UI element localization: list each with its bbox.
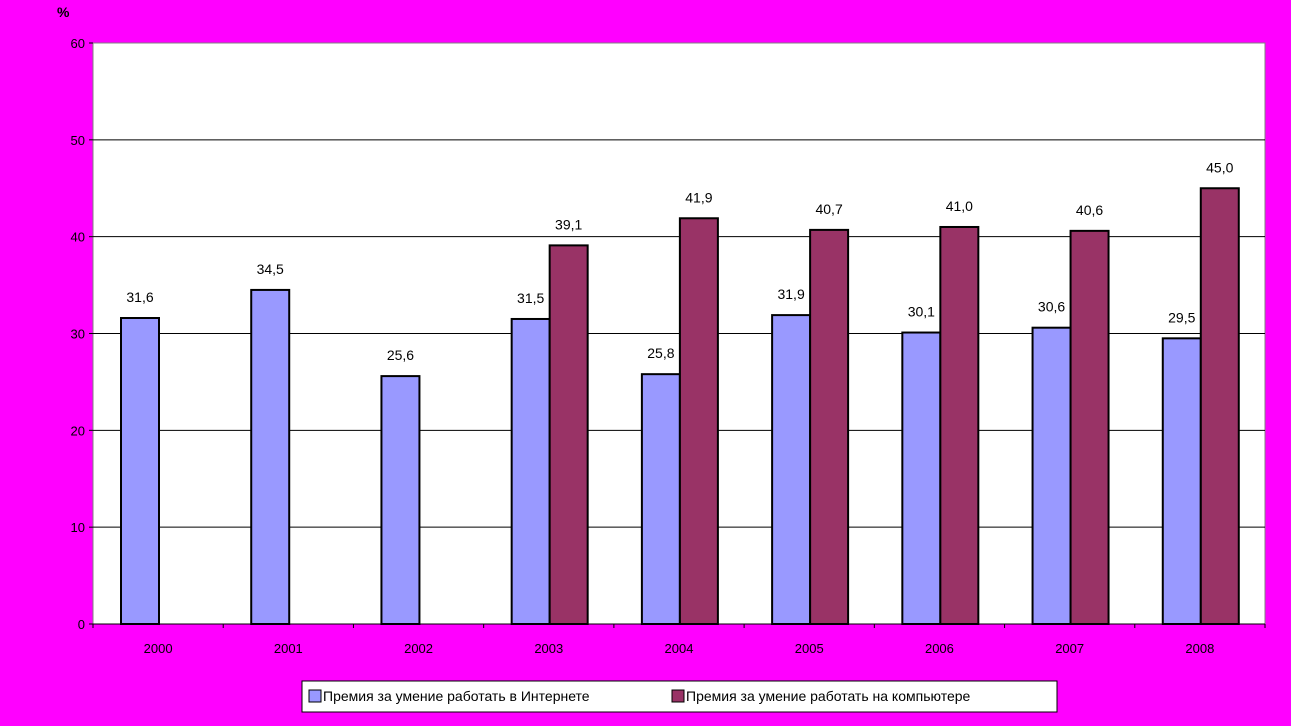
bar-series-1: [939, 225, 980, 625]
bar-series-0: [1161, 337, 1202, 625]
x-tick-label: 2007: [1055, 641, 1084, 656]
y-axis-unit-label: %: [57, 4, 70, 20]
x-tick-label: 2005: [795, 641, 824, 656]
data-labels: 31,6 34,5 25,6 31,5 25,8 31,9 30,1 30,6 29,5 39,1…: [126, 159, 1233, 363]
data-label: 25,6: [387, 347, 414, 363]
x-tick-label: 2008: [1185, 641, 1214, 656]
legend-swatch-computer: [671, 689, 685, 703]
y-tick-label: 50: [71, 133, 85, 148]
data-label: 45,0: [1206, 159, 1233, 175]
bar-series-0: [1031, 326, 1072, 625]
y-tick-label: 60: [71, 36, 85, 51]
y-tick-label: 40: [71, 230, 85, 245]
bar-series-1: [809, 228, 850, 625]
data-label: 40,6: [1076, 202, 1103, 218]
bar-series-0: [640, 373, 681, 626]
x-tick-label: 2004: [665, 641, 694, 656]
legend: Премия за умение работать в Интернете Пр…: [301, 680, 1058, 713]
x-tick-label: 2006: [925, 641, 954, 656]
data-label: 31,5: [517, 290, 544, 306]
y-tick-label: 20: [71, 423, 85, 438]
data-label: 25,8: [647, 345, 674, 361]
bar-series-0: [120, 317, 160, 625]
data-label: 30,6: [1038, 299, 1065, 315]
y-tick-label: 0: [78, 617, 85, 632]
data-label: 31,6: [126, 289, 153, 305]
legend-swatch-internet: [308, 689, 322, 703]
x-axis-ticks: 2000 2001 2002 2003 2004 2005 2006 2007 2008: [92, 624, 1266, 656]
legend-label-computer: Премия за умение работать на компьютере: [686, 688, 971, 704]
data-label: 29,5: [1168, 309, 1195, 325]
data-label: 39,1: [555, 216, 582, 232]
bar-series-1: [678, 217, 719, 625]
data-label: 34,5: [257, 261, 284, 277]
y-axis-ticks: 0 10 20 30 40 50 60: [71, 36, 93, 632]
data-label: 40,7: [815, 201, 842, 217]
y-tick-label: 30: [71, 327, 85, 342]
bar-series-1: [1069, 229, 1110, 626]
bar-series-1: [1199, 187, 1240, 625]
x-tick-label: 2003: [534, 641, 563, 656]
bar-series-0: [380, 375, 421, 625]
data-label: 41,0: [946, 198, 973, 214]
data-label: 30,1: [908, 304, 935, 320]
bar-series-1: [548, 244, 589, 626]
data-label: 41,9: [685, 189, 712, 205]
data-label: 31,9: [777, 286, 804, 302]
x-tick-label: 2001: [274, 641, 303, 656]
legend-label-internet: Премия за умение работать в Интернете: [323, 688, 590, 704]
bar-series-0: [771, 314, 812, 625]
bar-series-0: [250, 288, 291, 625]
y-tick-label: 10: [71, 520, 85, 535]
bar-series-0: [510, 317, 551, 625]
bar-series-0: [901, 331, 942, 625]
x-tick-label: 2002: [404, 641, 433, 656]
x-tick-label: 2000: [144, 641, 173, 656]
bars: [120, 187, 1240, 626]
